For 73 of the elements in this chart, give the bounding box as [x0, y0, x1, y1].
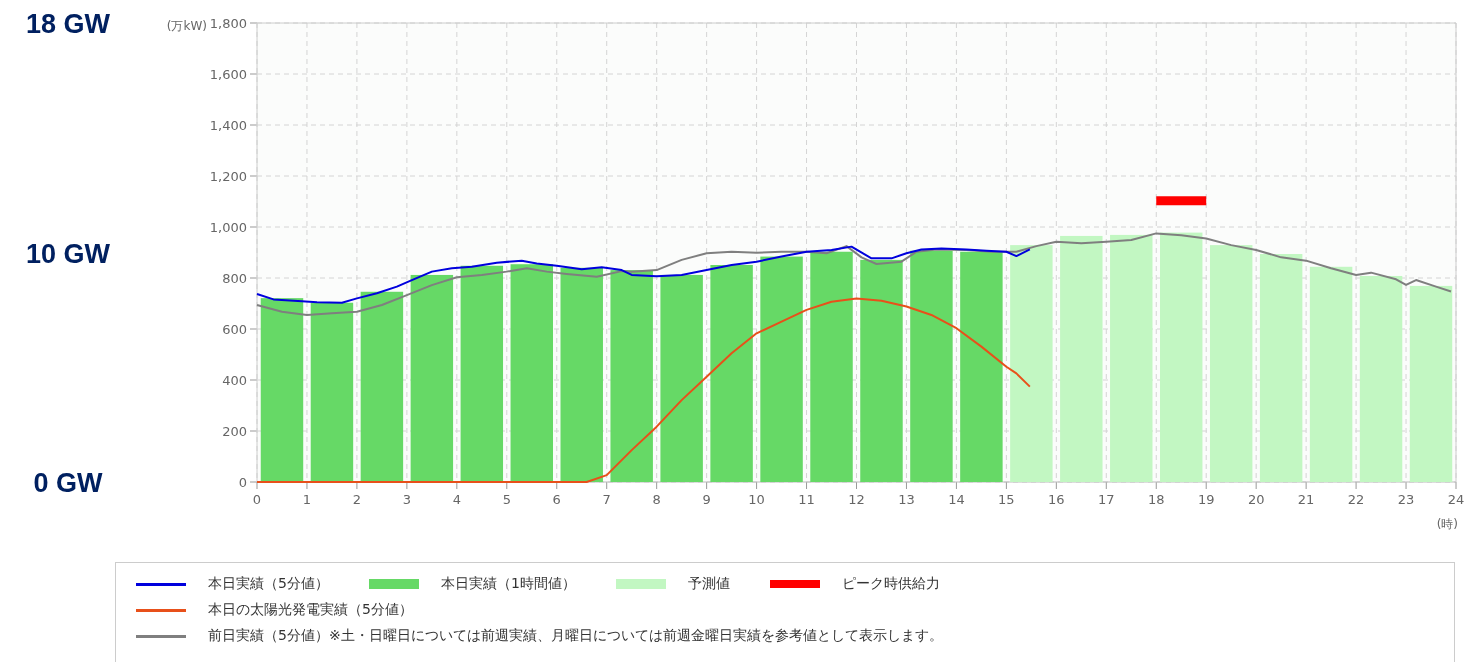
- y-tick-label: 800: [222, 271, 247, 286]
- y-tick-label: 200: [222, 424, 247, 439]
- bar: [1209, 245, 1253, 482]
- x-tick-label: 21: [1297, 492, 1315, 507]
- legend-label: 本日実績（1時間値）: [440, 575, 576, 593]
- line-series: [256, 297, 1031, 483]
- x-tick-label: 11: [798, 492, 815, 507]
- x-tick-label: 7: [602, 492, 611, 507]
- line-series: [256, 245, 1031, 304]
- bar: [410, 274, 454, 482]
- bar: [960, 251, 1003, 482]
- y-tick-label: 1,200: [209, 169, 247, 184]
- x-tick-label: 18: [1147, 492, 1165, 507]
- x-tick-label: 19: [1197, 492, 1215, 507]
- x-tick-label: 23: [1397, 492, 1415, 507]
- bar: [560, 267, 603, 482]
- bar: [1409, 285, 1453, 482]
- text: 18 GW: [25, 9, 111, 39]
- y-tick-label: 400: [222, 373, 247, 388]
- bar: [310, 302, 354, 482]
- bar: [910, 250, 953, 482]
- bar: [710, 265, 753, 482]
- x-tick-label: 15: [998, 492, 1015, 507]
- x-tick-label: 20: [1247, 492, 1265, 507]
- y-tick-label: 1,800: [209, 16, 247, 31]
- text: 10 GW: [25, 238, 111, 269]
- x-tick-label: 3: [402, 492, 412, 507]
- bar: [1359, 275, 1403, 482]
- x-tick-label: 8: [652, 492, 661, 507]
- x-tick-label: 1: [302, 492, 312, 507]
- legend-label: 予測値: [687, 575, 730, 593]
- x-tick-label: 12: [848, 492, 865, 507]
- bar: [1259, 254, 1303, 482]
- x-tick-label: 2: [352, 492, 362, 507]
- legend-label: 本日実績（5分値）: [208, 575, 329, 593]
- x-tick-label: 13: [898, 492, 915, 507]
- x-tick-label: 24: [1447, 492, 1465, 507]
- y-tick-label: 1,400: [209, 118, 247, 133]
- line-series: [256, 232, 1452, 316]
- y-tick-label: 600: [222, 322, 247, 337]
- bar: [510, 264, 553, 482]
- x-tick-label: 6: [552, 492, 561, 507]
- bar: [810, 251, 853, 482]
- x-tick-label: 0: [252, 492, 262, 507]
- bar: [860, 259, 903, 482]
- bar: [460, 265, 504, 482]
- x-tick-label: 17: [1098, 492, 1115, 507]
- x-tick-label: 22: [1347, 492, 1365, 507]
- legend-label: 前日実績（5分値）※土・日曜日については前週実績、月曜日については前週金曜日実績を参考値として表示します。: [208, 627, 943, 645]
- bar: [660, 274, 703, 482]
- y-tick-label: 1,000: [209, 220, 247, 235]
- x-axis-title: (時): [1436, 517, 1458, 531]
- bar: [760, 256, 803, 482]
- x-tick-label: 16: [1048, 492, 1065, 507]
- text: 0 GW: [33, 468, 104, 498]
- x-tick-label: 5: [502, 492, 511, 507]
- x-tick-label: 10: [748, 492, 765, 507]
- y-axis-title: (万kW): [166, 19, 207, 33]
- x-tick-label: 9: [702, 492, 711, 507]
- bar: [1309, 266, 1353, 482]
- y-tick-label: 1,600: [209, 67, 247, 82]
- bar: [610, 270, 653, 482]
- x-tick-label: 14: [948, 492, 965, 507]
- x-tick-label: 4: [452, 492, 461, 507]
- bar: [1110, 234, 1153, 482]
- bar: [260, 298, 304, 482]
- bar: [1160, 232, 1203, 482]
- legend-label: 本日の太陽光発電実績（5分値）: [208, 601, 413, 619]
- y-tick-label: 0: [238, 475, 247, 490]
- bar: [360, 291, 404, 482]
- bar: [1060, 235, 1103, 482]
- legend-label: ピーク時供給力: [841, 575, 940, 593]
- bar: [1010, 245, 1053, 482]
